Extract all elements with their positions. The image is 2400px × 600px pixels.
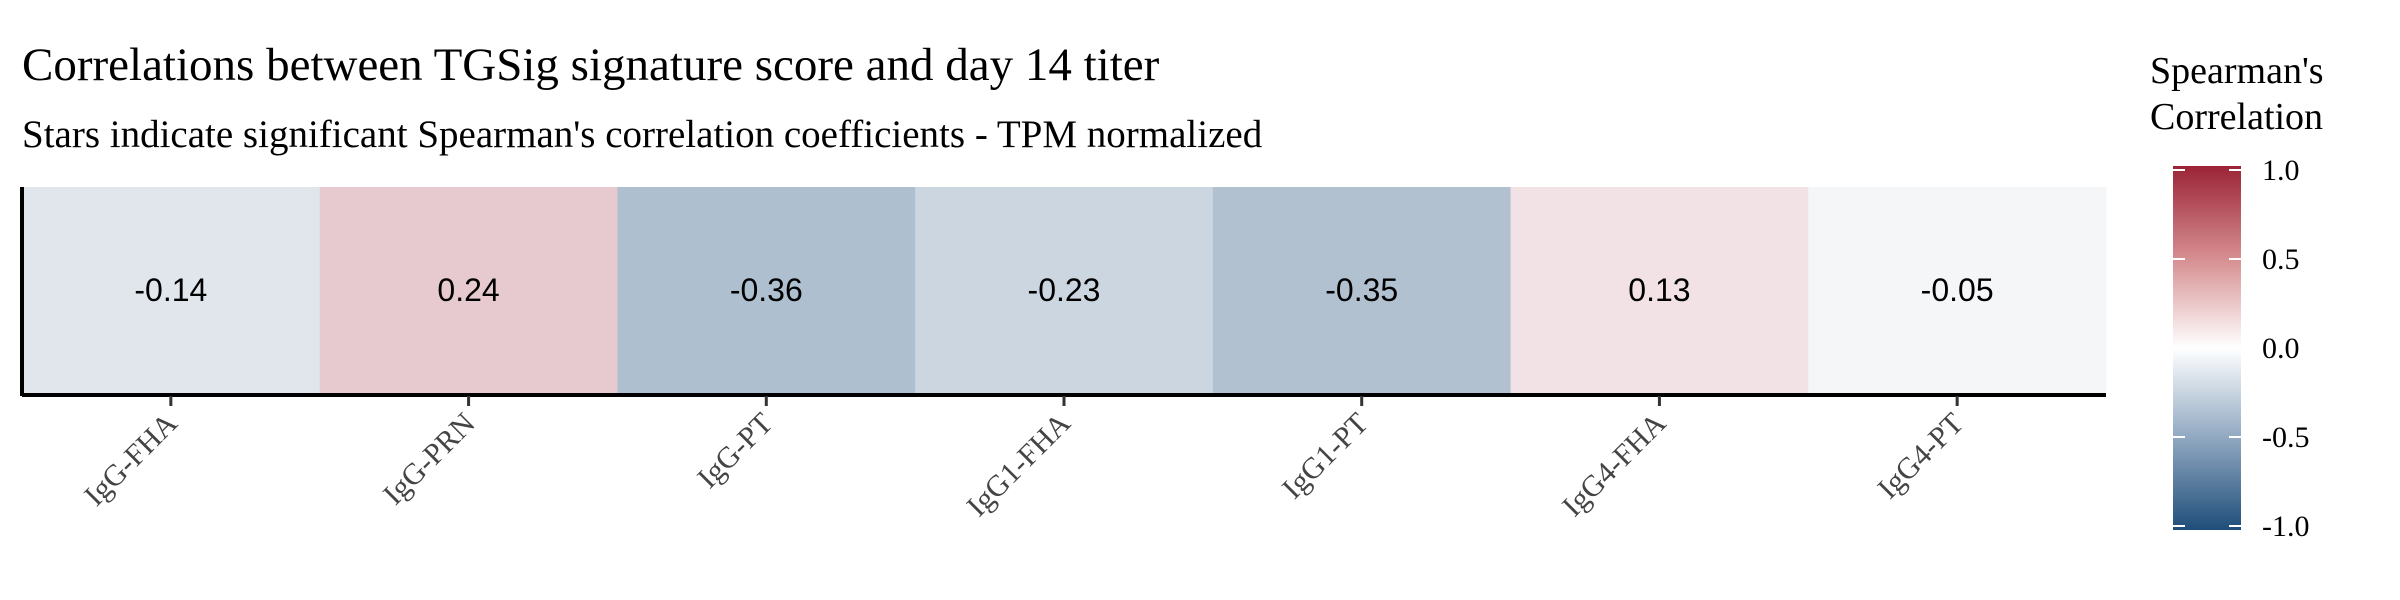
tile-value-label: 0.13: [1628, 272, 1690, 308]
legend-tick-label: -1.0: [2262, 510, 2310, 543]
x-axis-ticks: IgG-FHA IgG-PRN IgG-PT IgG1-FHA IgG1-PT IgG4-…: [78, 396, 1970, 523]
heatmap-tile: [1808, 187, 2107, 393]
x-tick-label: IgG-PRN: [377, 407, 482, 512]
legend-tick-label: -0.5: [2262, 421, 2310, 454]
heatmap-tile: [1212, 187, 1512, 393]
x-tick-label: IgG-PT: [691, 407, 779, 495]
tile-value-label: -0.35: [1325, 272, 1398, 308]
legend-title: Spearman's Correlation: [2150, 48, 2324, 140]
heatmap-tiles: -0.14 0.24 -0.36 -0.23 -0.35 0.13 -0.05: [22, 187, 2107, 393]
chart-subtitle: Stars indicate significant Spearman's co…: [22, 113, 1263, 156]
legend-tick-label: 0.0: [2262, 332, 2300, 365]
x-tick-label: IgG4-PT: [1871, 407, 1970, 506]
heatmap-tile: [1510, 187, 1809, 393]
legend-tick-label: 0.5: [2262, 243, 2300, 276]
legend-title-line1: Spearman's: [2150, 50, 2324, 92]
heatmap-tile: [319, 187, 618, 393]
x-tick-label: IgG1-FHA: [961, 406, 1078, 523]
heatmap-tile: [617, 187, 916, 393]
x-tick-label: IgG4-FHA: [1556, 406, 1673, 523]
tile-value-label: 0.24: [437, 272, 499, 308]
chart-title: Correlations between TGSig signature sco…: [22, 39, 1160, 91]
tile-value-label: -0.23: [1028, 272, 1101, 308]
tile-value-label: -0.36: [730, 272, 803, 308]
x-tick-label: IgG-FHA: [78, 406, 184, 512]
x-tick-label: IgG1-PT: [1276, 407, 1375, 506]
legend-title-line2: Correlation: [2150, 96, 2324, 138]
heatmap-tile: [22, 187, 321, 393]
legend-ticks: 1.0 0.5 0.0 -0.5 -1.0: [2173, 154, 2310, 543]
tile-value-label: -0.14: [134, 272, 207, 308]
color-legend: 1.0 0.5 0.0 -0.5 -1.0: [2173, 154, 2310, 543]
tile-value-label: -0.05: [1921, 272, 1994, 308]
legend-tick-label: 1.0: [2262, 154, 2300, 187]
heatmap-tile: [915, 187, 1214, 393]
